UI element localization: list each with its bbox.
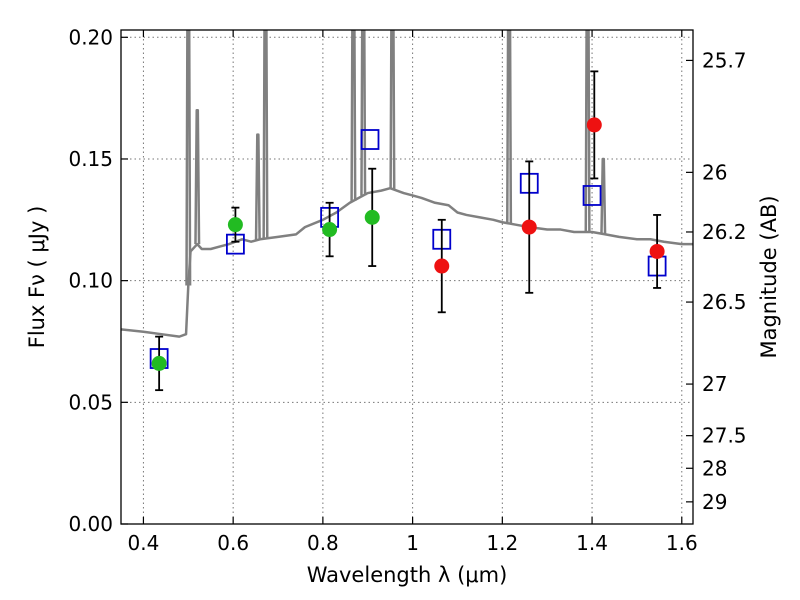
spectrum-emission-line bbox=[194, 109, 201, 245]
x-tick-label: 1.4 bbox=[576, 531, 608, 555]
y2-tick-label: 26.2 bbox=[702, 220, 747, 244]
y-axis-label: Flux Fν ( μJy ) bbox=[25, 206, 49, 349]
green-data-point bbox=[322, 222, 338, 238]
plot-area bbox=[121, 30, 693, 392]
x-tick-label: 1.6 bbox=[666, 531, 698, 555]
x-tick-label: 1.2 bbox=[486, 531, 518, 555]
spectrum-emission-line bbox=[584, 30, 591, 232]
green-data-point bbox=[227, 217, 243, 233]
x-tick-label: 0.8 bbox=[307, 531, 339, 555]
y-tick-label: 0.05 bbox=[68, 390, 113, 414]
red-data-point bbox=[586, 117, 602, 133]
y-tick-label: 0.20 bbox=[68, 25, 113, 49]
spectrum-emission-line bbox=[262, 30, 269, 239]
plot-frame bbox=[120, 29, 694, 525]
x-tick-label: 1 bbox=[406, 531, 419, 555]
spectrum-emission-line bbox=[360, 30, 367, 196]
y-tick-label: 0.00 bbox=[68, 512, 113, 536]
y2-tick-label: 27 bbox=[702, 372, 727, 396]
green-data-point bbox=[151, 355, 167, 371]
x-tick-label: 0.6 bbox=[217, 531, 249, 555]
red-data-point bbox=[649, 243, 665, 259]
green-data-point bbox=[364, 209, 380, 225]
y2-tick-label: 27.5 bbox=[702, 424, 747, 448]
y-tick-label: 0.10 bbox=[68, 269, 113, 293]
model-square-point bbox=[360, 129, 380, 150]
spectrum-continuum-line bbox=[121, 186, 693, 338]
spectrum-emission-line bbox=[350, 30, 357, 201]
spectrum-emission-line bbox=[389, 30, 396, 189]
y2-tick-label: 26 bbox=[702, 160, 727, 184]
red-data-point bbox=[434, 258, 450, 274]
y2-tick-label: 25.7 bbox=[702, 48, 747, 72]
red-data-point bbox=[521, 219, 537, 235]
x-tick-label: 0.4 bbox=[128, 531, 160, 555]
y-tick-label: 0.15 bbox=[68, 147, 113, 171]
y2-tick-label: 26.5 bbox=[702, 290, 747, 314]
spectrum-emission-line bbox=[506, 30, 513, 224]
spectrum-emission-line bbox=[254, 133, 261, 240]
grid bbox=[121, 30, 693, 525]
axes: 0.4 0.6 0.8 1 1.2 1.4 1.6 0.00 0.05 0.10 0.15 0.20 2… bbox=[68, 25, 746, 555]
spectrum-emission-line bbox=[600, 157, 607, 235]
y2-axis-label: Magnitude (AB) bbox=[757, 195, 781, 358]
model-square-point bbox=[582, 185, 602, 206]
spectrum-emission-line bbox=[185, 30, 192, 286]
y2-tick-label: 29 bbox=[702, 490, 727, 514]
x-axis-label: Wavelength λ (μm) bbox=[307, 563, 508, 587]
y2-tick-label: 28 bbox=[702, 456, 727, 480]
